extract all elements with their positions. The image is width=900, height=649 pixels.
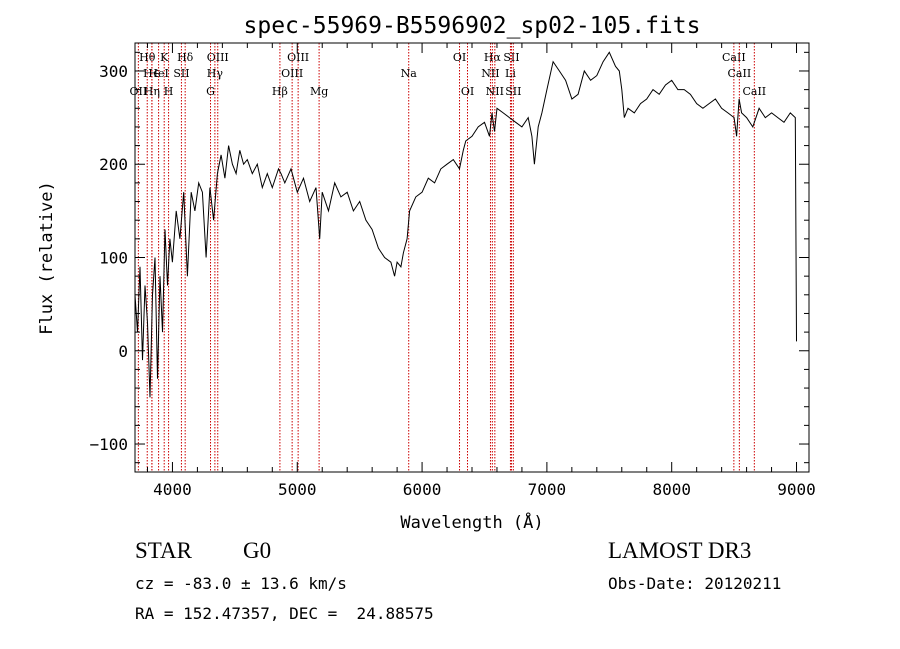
line-marker-label-23: NII <box>486 85 504 98</box>
object-subclass: G0 <box>243 538 272 563</box>
x-tick-label-5000: 5000 <box>278 480 317 499</box>
x-tick-label-7000: 7000 <box>528 480 567 499</box>
line-marker-label-14: Hβ <box>272 85 288 98</box>
line-marker-label-27: CaII <box>742 85 766 98</box>
line-marker-label-18: OI <box>461 85 474 98</box>
line-marker-label-16: Na <box>401 67 418 80</box>
plot-frame <box>134 42 810 473</box>
line-marker-label-8: H <box>164 85 174 98</box>
y-tick-label-100: 100 <box>99 249 128 268</box>
y-axis-ticks: −100 0 100 200 300 <box>89 51 809 464</box>
line-marker-label-19: Hα <box>484 51 502 64</box>
y-tick-label-300: 300 <box>99 62 128 81</box>
x-tick-label-6000: 6000 <box>403 480 442 499</box>
x-tick-label-9000: 9000 <box>777 480 816 499</box>
line-marker-label-17: OI <box>453 51 466 64</box>
y-tick-label--100: −100 <box>89 435 128 454</box>
x-axis-label: Wavelength (Å) <box>400 511 543 533</box>
line-marker-label-5: Hη <box>144 85 160 98</box>
axes <box>134 42 810 473</box>
observation-date: Obs-Date: 20120211 <box>608 574 782 593</box>
line-marker-label-12: OIII <box>287 51 309 64</box>
line-marker-label-13: OIII <box>281 67 303 80</box>
line-marker-label-2: OII <box>130 85 148 98</box>
coordinates: RA = 152.47357, DEC = 24.88575 <box>135 604 434 623</box>
y-tick-label-0: 0 <box>118 342 128 361</box>
y-axis-label: Flux (relative) <box>37 181 57 335</box>
line-marker-label-11: G <box>206 85 215 98</box>
line-marker-label-24: SII <box>505 85 521 98</box>
line-marker-label-25: CaII <box>722 51 746 64</box>
line-marker-label-21: NII <box>481 67 499 80</box>
line-marker-label-0: Hθ <box>139 51 156 64</box>
line-marker-label-15: Mg <box>310 85 328 98</box>
chart-title: spec-55969-B5596902_sp02-105.fits <box>244 13 701 39</box>
line-marker-label-7: SII <box>173 67 189 80</box>
object-class: STAR <box>135 538 192 563</box>
y-tick-label-200: 200 <box>99 155 128 174</box>
line-marker-label-3: K <box>160 51 169 64</box>
x-axis-ticks: 4000 5000 6000 7000 8000 9000 <box>146 43 816 499</box>
line-marker-label-20: SII <box>503 51 519 64</box>
x-tick-label-8000: 8000 <box>652 480 691 499</box>
line-marker-label-22: Li <box>505 67 516 80</box>
x-tick-label-4000: 4000 <box>153 480 192 499</box>
series-layer <box>134 51 797 398</box>
survey-name: LAMOST DR3 <box>608 538 752 563</box>
line-marker-label-26: CaII <box>728 67 752 80</box>
spectrum-line-0 <box>134 51 797 398</box>
redshift-velocity: cz = -83.0 ± 13.6 km/s <box>135 574 347 593</box>
line-marker-label-4: HeI <box>148 67 168 80</box>
line-marker-label-10: Hγ <box>207 67 224 80</box>
line-marker-label-6: Hδ <box>177 51 194 64</box>
line-marker-label-9: OIII <box>207 51 229 64</box>
